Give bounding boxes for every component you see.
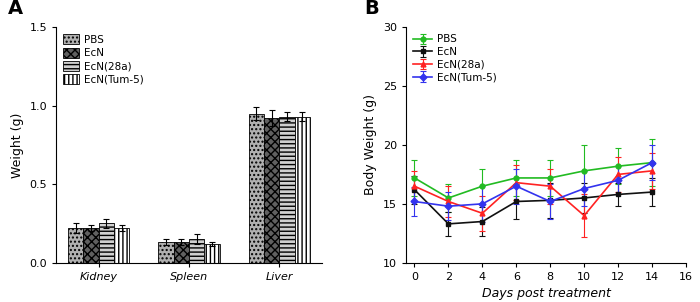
X-axis label: Days post treatment: Days post treatment xyxy=(482,287,610,300)
Bar xyxy=(99,223,114,263)
Text: A: A xyxy=(8,0,23,18)
Y-axis label: Weight (g): Weight (g) xyxy=(10,112,24,178)
Bar xyxy=(204,244,220,263)
Legend: PBS, EcN, EcN(28a), EcN(Tum-5): PBS, EcN, EcN(28a), EcN(Tum-5) xyxy=(61,32,146,87)
Bar xyxy=(158,242,174,263)
Legend: PBS, EcN, EcN(28a), EcN(Tum-5): PBS, EcN, EcN(28a), EcN(Tum-5) xyxy=(411,32,499,84)
Bar xyxy=(68,228,83,263)
Bar xyxy=(248,114,264,263)
Bar xyxy=(83,228,99,263)
Bar xyxy=(189,239,204,263)
Bar xyxy=(174,242,189,263)
Bar xyxy=(264,118,279,263)
Text: B: B xyxy=(364,0,379,18)
Bar xyxy=(295,117,310,263)
Bar xyxy=(279,117,295,263)
Bar xyxy=(114,228,130,263)
Y-axis label: Body Weight (g): Body Weight (g) xyxy=(364,95,377,195)
